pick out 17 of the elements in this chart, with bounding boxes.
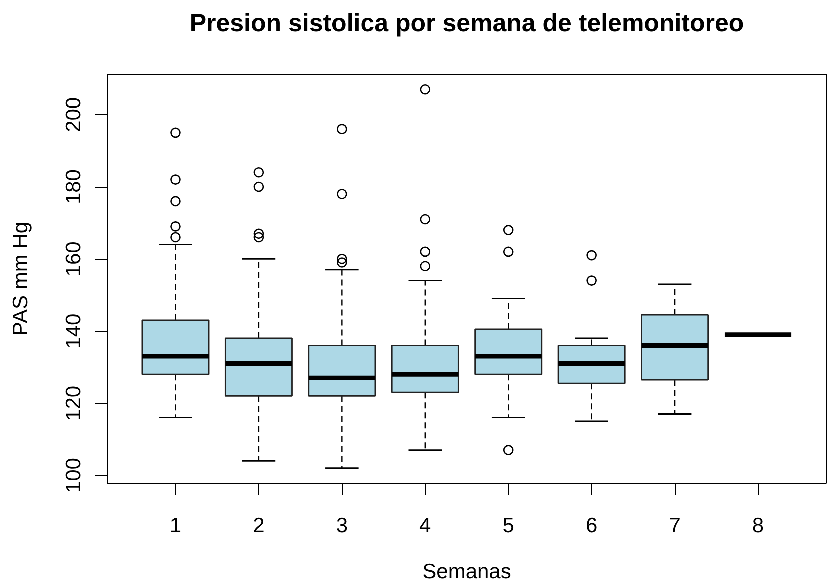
- y-tick-label: 100: [62, 458, 86, 494]
- x-tick-label: 5: [502, 514, 514, 538]
- x-axis-title: Semanas: [422, 560, 512, 584]
- y-axis-title: PAS mm Hg: [10, 222, 32, 336]
- y-tick-label: 140: [62, 314, 86, 349]
- x-tick-label: 2: [253, 514, 265, 538]
- x-tick-label: 6: [586, 514, 598, 538]
- x-tick-label: 4: [420, 514, 432, 538]
- chart-title: Presion sistolica por semana de telemonitoreo: [190, 10, 744, 38]
- y-tick-label: 160: [62, 242, 86, 277]
- y-tick-label: 180: [62, 170, 86, 205]
- x-tick-label: 8: [752, 514, 764, 538]
- x-tick-label: 1: [170, 514, 182, 538]
- y-tick-label: 120: [62, 386, 86, 421]
- x-tick-label: 7: [669, 514, 681, 538]
- x-tick-label: 3: [336, 514, 348, 538]
- y-tick-label: 200: [62, 97, 86, 132]
